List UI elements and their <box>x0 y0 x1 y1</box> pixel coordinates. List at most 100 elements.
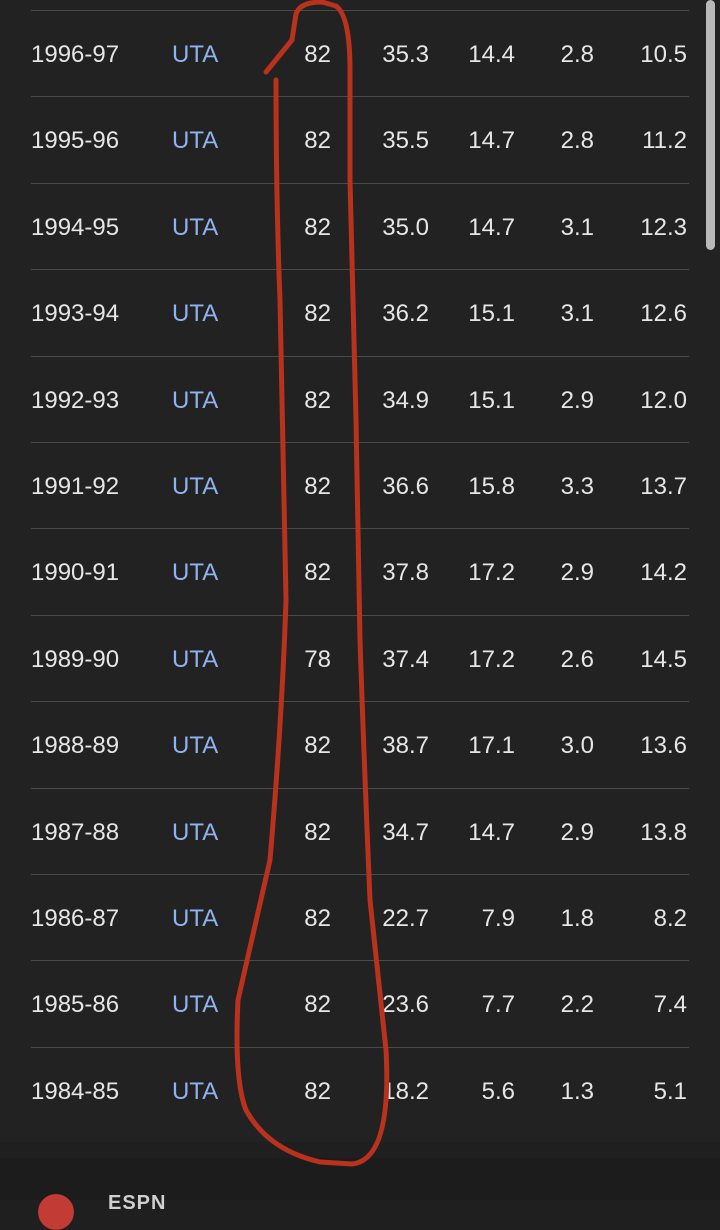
games-played-cell: 82 <box>304 127 331 155</box>
assists-cell: 13.8 <box>640 818 687 846</box>
rebounds-cell: 3.0 <box>560 732 594 760</box>
table-row: 1993-94 UTA 82 36.2 15.1 3.1 12.6 <box>31 269 689 355</box>
team-link[interactable]: UTA <box>172 1077 219 1105</box>
games-played-cell: 78 <box>304 645 331 673</box>
assists-cell: 8.2 <box>653 904 687 932</box>
team-link[interactable]: UTA <box>172 732 219 760</box>
points-cell: 14.7 <box>468 213 515 241</box>
table-row: 1990-91 UTA 82 37.8 17.2 2.9 14.2 <box>31 528 689 614</box>
team-link[interactable]: UTA <box>172 472 219 500</box>
rebounds-cell: 3.1 <box>560 300 594 328</box>
assists-cell: 14.2 <box>640 559 687 587</box>
team-link[interactable]: UTA <box>172 904 219 932</box>
rebounds-cell: 3.3 <box>560 472 594 500</box>
minutes-cell: 38.7 <box>382 732 429 760</box>
table-row: 1984-85 UTA 82 18.2 5.6 1.3 5.1 <box>31 1046 689 1133</box>
team-link[interactable]: UTA <box>172 991 219 1019</box>
table-row: 1986-87 UTA 82 22.7 7.9 1.8 8.2 <box>31 873 689 960</box>
games-played-cell: 82 <box>304 386 331 414</box>
games-played-cell: 82 <box>304 904 331 932</box>
team-link[interactable]: UTA <box>172 300 219 328</box>
minutes-cell: 22.7 <box>382 904 429 932</box>
minutes-cell: 35.3 <box>382 41 429 68</box>
team-link[interactable]: UTA <box>172 559 219 587</box>
season-cell: 1985-86 <box>31 991 120 1019</box>
minutes-cell: 34.7 <box>382 818 429 846</box>
season-stats-table: 1996-97 UTA 82 35.3 14.4 2.8 10.5 1995-96 UTA 82 3… <box>31 10 689 1133</box>
season-cell: 1989-90 <box>31 645 120 673</box>
points-cell: 15.8 <box>468 472 515 500</box>
rebounds-cell: 2.8 <box>560 127 594 155</box>
espn-logo-icon <box>38 1194 74 1230</box>
games-played-cell: 82 <box>304 472 331 500</box>
stats-panel: 1996-97 UTA 82 35.3 14.4 2.8 10.5 1995-96 UTA 82 3… <box>31 0 715 1133</box>
rebounds-cell: 2.8 <box>560 41 594 68</box>
team-link[interactable]: UTA <box>172 818 219 846</box>
team-link[interactable]: UTA <box>172 41 219 68</box>
assists-cell: 10.5 <box>640 41 687 68</box>
scrollbar[interactable] <box>706 0 715 250</box>
season-cell: 1987-88 <box>31 818 120 846</box>
season-cell: 1992-93 <box>31 386 120 414</box>
table-row: 1989-90 UTA 78 37.4 17.2 2.6 14.5 <box>31 614 689 701</box>
season-cell: 1995-96 <box>31 127 120 155</box>
table-row: 1994-95 UTA 82 35.0 14.7 3.1 12.3 <box>31 182 689 269</box>
season-cell: 1988-89 <box>31 732 120 760</box>
season-cell: 1991-92 <box>31 472 120 500</box>
games-played-cell: 82 <box>304 818 331 846</box>
rebounds-cell: 1.8 <box>560 904 594 932</box>
rebounds-cell: 2.2 <box>560 991 594 1019</box>
games-played-cell: 82 <box>304 1077 331 1105</box>
points-cell: 5.6 <box>481 1077 515 1105</box>
minutes-cell: 23.6 <box>382 991 429 1019</box>
season-cell: 1996-97 <box>31 41 120 68</box>
points-cell: 15.1 <box>468 386 515 414</box>
assists-cell: 13.7 <box>640 472 687 500</box>
team-link[interactable]: UTA <box>172 213 219 241</box>
table-row: 1992-93 UTA 82 34.9 15.1 2.9 12.0 <box>31 355 689 442</box>
season-cell: 1984-85 <box>31 1077 120 1105</box>
table-row: 1985-86 UTA 82 23.6 7.7 2.2 7.4 <box>31 960 689 1046</box>
team-link[interactable]: UTA <box>172 645 219 673</box>
assists-cell: 12.6 <box>640 300 687 328</box>
points-cell: 14.7 <box>468 127 515 155</box>
season-cell: 1993-94 <box>31 300 120 328</box>
season-cell: 1994-95 <box>31 213 120 241</box>
minutes-cell: 34.9 <box>382 386 429 414</box>
assists-cell: 14.5 <box>640 645 687 673</box>
rebounds-cell: 2.9 <box>560 818 594 846</box>
footer: ESPN <box>0 1158 720 1230</box>
minutes-cell: 35.0 <box>382 213 429 241</box>
assists-cell: 7.4 <box>653 991 687 1019</box>
assists-cell: 12.0 <box>640 386 687 414</box>
table-row: 1988-89 UTA 82 38.7 17.1 3.0 13.6 <box>31 701 689 787</box>
assists-cell: 11.2 <box>642 127 687 155</box>
minutes-cell: 35.5 <box>382 127 429 155</box>
footer-brand: ESPN <box>108 1192 167 1214</box>
rebounds-cell: 2.9 <box>560 559 594 587</box>
rebounds-cell: 1.3 <box>560 1077 594 1105</box>
minutes-cell: 36.2 <box>382 300 429 328</box>
minutes-cell: 37.8 <box>382 559 429 587</box>
assists-cell: 12.3 <box>640 213 687 241</box>
assists-cell: 13.6 <box>640 732 687 760</box>
points-cell: 14.4 <box>468 41 515 68</box>
table-row: 1991-92 UTA 82 36.6 15.8 3.3 13.7 <box>31 441 689 528</box>
team-link[interactable]: UTA <box>172 386 219 414</box>
season-cell: 1986-87 <box>31 904 120 932</box>
team-link[interactable]: UTA <box>172 127 219 155</box>
minutes-cell: 37.4 <box>382 645 429 673</box>
season-cell: 1990-91 <box>31 559 120 587</box>
points-cell: 17.2 <box>468 559 515 587</box>
table-row: 1996-97 UTA 82 35.3 14.4 2.8 10.5 <box>31 10 689 96</box>
games-played-cell: 82 <box>304 213 331 241</box>
rebounds-cell: 2.9 <box>560 386 594 414</box>
games-played-cell: 82 <box>304 991 331 1019</box>
games-played-cell: 82 <box>304 300 331 328</box>
points-cell: 7.9 <box>481 904 515 932</box>
points-cell: 14.7 <box>468 818 515 846</box>
table-row: 1995-96 UTA 82 35.5 14.7 2.8 11.2 <box>31 96 689 182</box>
points-cell: 17.1 <box>468 732 515 760</box>
rebounds-cell: 2.6 <box>560 645 594 673</box>
points-cell: 7.7 <box>481 991 515 1019</box>
